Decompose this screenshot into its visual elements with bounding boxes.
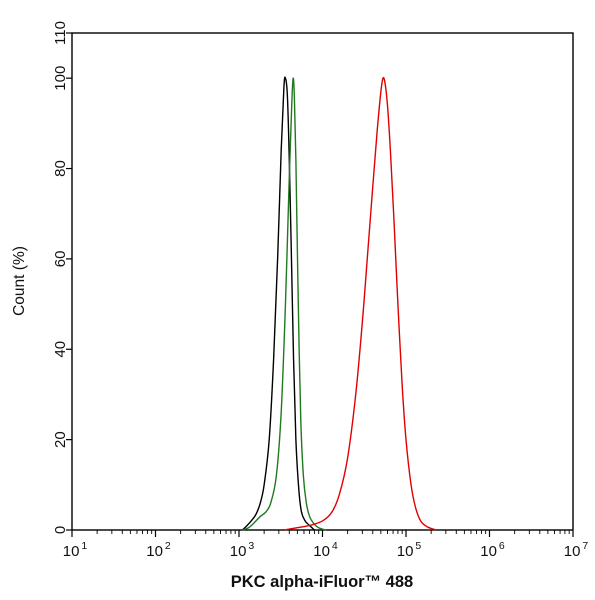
x-tick-base: 10 (480, 543, 497, 560)
x-tick-base: 10 (313, 543, 330, 560)
x-tick-label: 10 3 (230, 540, 255, 560)
x-tick-base: 10 (230, 543, 247, 560)
y-tick-label: 20 (52, 431, 69, 448)
x-tick-base: 10 (146, 543, 163, 560)
x-tick-label: 10 6 (480, 540, 505, 560)
x-tick-exponent: 5 (415, 540, 421, 552)
x-tick-base: 10 (564, 543, 581, 560)
x-tick-exponent: 3 (248, 540, 254, 552)
y-tick-label: 80 (52, 160, 69, 177)
histogram-curve (284, 76, 437, 531)
x-tick-label: 10 1 (63, 540, 88, 560)
x-tick-exponent: 6 (499, 540, 505, 552)
x-tick-label: 10 4 (313, 540, 338, 560)
x-tick-exponent: 4 (332, 540, 338, 552)
x-tick-label: 10 2 (146, 540, 171, 560)
y-tick-label: 0 (52, 526, 69, 534)
y-axis-label: Count (%) (11, 246, 28, 316)
x-tick-exponent: 1 (81, 540, 87, 552)
x-tick-label: 10 5 (397, 540, 422, 560)
histogram-curve (242, 77, 327, 531)
y-axis: 0 20 40 60 80 100 110 (52, 21, 72, 534)
histogram-curve (241, 76, 315, 531)
x-axis: 10 1 10 2 10 3 10 4 10 5 10 6 10 7 (63, 530, 589, 560)
y-tick-label: 40 (52, 341, 69, 358)
plot-frame (71, 32, 574, 531)
x-tick-base: 10 (397, 543, 414, 560)
series-curves (241, 76, 437, 531)
x-tick-exponent: 2 (165, 540, 171, 552)
x-tick-label: 10 7 (564, 540, 589, 560)
x-tick-base: 10 (63, 543, 80, 560)
y-tick-label: 110 (52, 21, 69, 45)
y-tick-label: 60 (52, 251, 69, 268)
x-axis-label: PKC alpha-iFluor™ 488 (231, 573, 413, 591)
x-tick-exponent: 7 (582, 540, 588, 552)
y-tick-label: 100 (52, 66, 69, 91)
